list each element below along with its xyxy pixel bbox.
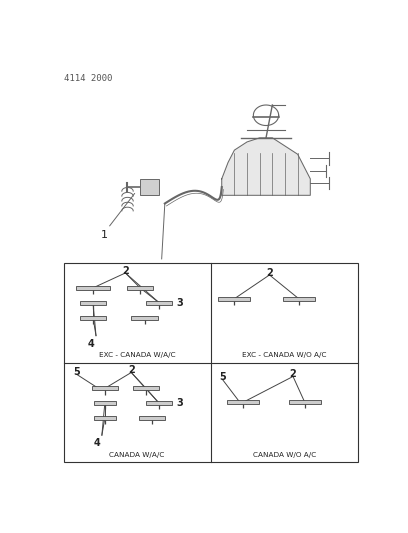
Text: CANADA W/A/C: CANADA W/A/C <box>109 451 165 458</box>
Text: 2: 2 <box>266 268 273 278</box>
Text: EXC - CANADA W/A/C: EXC - CANADA W/A/C <box>99 352 175 358</box>
Bar <box>75 286 111 290</box>
Text: 1: 1 <box>101 230 108 240</box>
Text: 2: 2 <box>122 266 129 276</box>
Text: 5: 5 <box>219 373 226 382</box>
Bar <box>133 386 159 391</box>
Bar <box>80 316 106 320</box>
Polygon shape <box>222 138 310 195</box>
Text: 4114 2000: 4114 2000 <box>64 74 112 83</box>
Text: 3: 3 <box>176 398 183 408</box>
Bar <box>80 301 106 305</box>
Text: EXC - CANADA W/O A/C: EXC - CANADA W/O A/C <box>242 352 326 358</box>
Text: 2: 2 <box>128 366 135 375</box>
Bar <box>289 400 321 405</box>
Bar <box>140 179 158 195</box>
Text: 4: 4 <box>93 438 100 448</box>
Text: 4: 4 <box>88 338 94 349</box>
Text: 3: 3 <box>176 298 183 308</box>
Bar <box>94 416 116 421</box>
Bar <box>131 316 158 320</box>
Bar <box>283 297 315 301</box>
Bar <box>127 286 153 290</box>
Bar <box>94 401 116 406</box>
Bar <box>146 401 173 406</box>
Bar <box>227 400 259 405</box>
Text: CANADA W/O A/C: CANADA W/O A/C <box>253 451 316 458</box>
Bar <box>91 386 118 391</box>
Bar <box>64 263 358 462</box>
Text: 2: 2 <box>290 369 296 379</box>
Bar <box>146 301 173 305</box>
Bar <box>218 297 250 301</box>
Bar <box>139 416 165 421</box>
Text: 5: 5 <box>73 367 80 377</box>
